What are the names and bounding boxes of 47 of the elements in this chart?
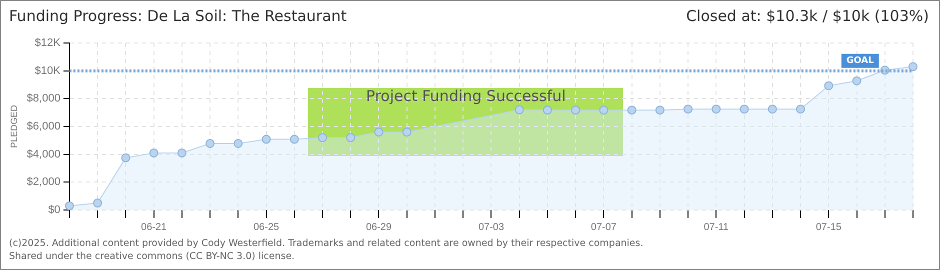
x-tick-label: 07-07 xyxy=(590,222,617,233)
point xyxy=(712,104,721,114)
point xyxy=(374,128,384,137)
point xyxy=(177,148,186,158)
point xyxy=(346,133,356,142)
point xyxy=(290,134,299,144)
y-tick-label: $6,000 xyxy=(26,120,60,133)
point xyxy=(768,104,777,114)
point xyxy=(852,76,862,86)
x-tick-label: 07-15 xyxy=(816,222,842,233)
point xyxy=(599,106,608,115)
point xyxy=(740,104,749,114)
y-tick-label: $2,000 xyxy=(26,176,60,188)
annotation: Project Funding Successful xyxy=(365,86,567,105)
point xyxy=(149,148,158,158)
point xyxy=(571,106,580,115)
point xyxy=(627,106,636,115)
x-tick-label: 06-21 xyxy=(141,222,168,233)
point xyxy=(655,106,664,115)
point xyxy=(514,105,524,114)
y-tick-label: $4,000 xyxy=(26,148,60,160)
x-tick-label: 07-03 xyxy=(478,222,504,233)
x-tick-label: 07-11 xyxy=(704,222,730,233)
text: Shared under the creative commons (CC BY-NC 3.0) license. xyxy=(9,250,296,263)
point xyxy=(93,198,102,208)
point xyxy=(318,133,328,142)
x-tick-label: 06-25 xyxy=(253,222,280,233)
text: (c)2025. Additional content provided by Cody Westerfield. Trademarks and related content are owned by their respective companies. xyxy=(9,237,644,250)
chart-subtitle: Closed at: $10.3k / $10k (103%) xyxy=(686,7,929,25)
point xyxy=(121,153,130,162)
point xyxy=(824,81,834,90)
point xyxy=(796,104,806,114)
y-tick-label: $12K xyxy=(34,37,62,50)
y-axis-title: PLEDGED xyxy=(8,104,19,148)
point xyxy=(684,104,693,114)
ref-line-label: GOAL xyxy=(846,56,874,66)
point xyxy=(908,62,918,72)
point xyxy=(402,128,412,137)
y-tick-label: $8,000 xyxy=(26,92,60,105)
y-tick-label: $10K xyxy=(34,64,62,77)
x-tick-label: 06-29 xyxy=(366,222,392,233)
chart-title: Funding Progress: De La Soil: The Restaurant xyxy=(9,7,347,25)
point xyxy=(234,138,243,148)
point xyxy=(206,138,215,148)
y-tick-label: $0 xyxy=(48,204,60,216)
point xyxy=(542,106,552,115)
point xyxy=(262,134,271,144)
